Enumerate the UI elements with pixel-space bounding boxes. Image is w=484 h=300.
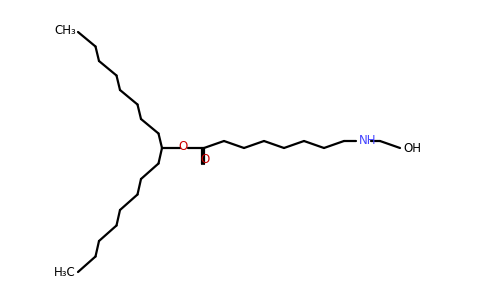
Text: O: O <box>200 153 210 166</box>
Text: OH: OH <box>403 142 421 154</box>
Text: O: O <box>179 140 188 154</box>
Text: CH₃: CH₃ <box>54 25 76 38</box>
Text: H₃C: H₃C <box>54 266 76 280</box>
Text: NH: NH <box>359 134 377 148</box>
